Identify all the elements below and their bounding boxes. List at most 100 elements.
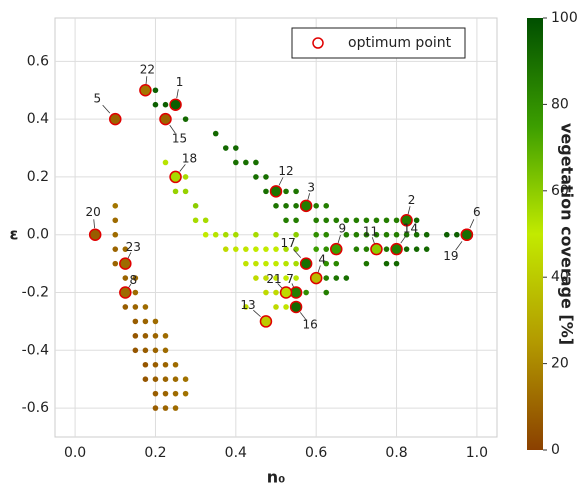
data-point bbox=[423, 246, 430, 252]
data-point bbox=[323, 246, 330, 252]
point-label: 23 bbox=[126, 240, 141, 254]
optimum-point bbox=[370, 242, 383, 256]
x-tick-label: 1.0 bbox=[466, 445, 488, 461]
data-point bbox=[233, 246, 239, 252]
data-point bbox=[253, 174, 259, 180]
data-point bbox=[263, 188, 269, 195]
data-point bbox=[323, 203, 330, 209]
data-point bbox=[182, 116, 189, 122]
colorbar-tick-label: 0 bbox=[551, 442, 560, 458]
point-label: 13 bbox=[240, 298, 255, 312]
data-point bbox=[152, 87, 159, 94]
data-point bbox=[293, 217, 299, 224]
data-point bbox=[162, 101, 169, 108]
leader-line bbox=[299, 312, 307, 320]
data-point bbox=[383, 231, 390, 238]
data-point bbox=[383, 260, 390, 267]
data-point bbox=[353, 231, 360, 238]
data-point bbox=[333, 217, 340, 224]
data-point bbox=[132, 304, 139, 310]
point-label: 9 bbox=[338, 222, 346, 236]
data-point bbox=[162, 405, 169, 411]
data-point bbox=[403, 231, 410, 238]
data-point bbox=[132, 347, 139, 354]
point-label: 4 bbox=[318, 253, 326, 267]
data-point bbox=[273, 275, 279, 281]
data-point bbox=[172, 405, 179, 411]
data-point bbox=[313, 217, 319, 224]
y-tick-label: -0.6 bbox=[22, 400, 49, 416]
optimum-point bbox=[309, 271, 323, 285]
optimum-point bbox=[259, 315, 273, 328]
data-point bbox=[172, 376, 179, 383]
data-point bbox=[142, 376, 149, 383]
data-point bbox=[353, 217, 360, 224]
data-point bbox=[142, 361, 149, 368]
data-point bbox=[172, 390, 179, 397]
data-point bbox=[202, 217, 209, 224]
data-point bbox=[233, 145, 239, 151]
data-point bbox=[182, 376, 189, 383]
optimum-point bbox=[299, 199, 313, 213]
optimum-point bbox=[390, 242, 403, 256]
data-point bbox=[313, 231, 319, 238]
data-point bbox=[253, 246, 259, 252]
optimum-point bbox=[400, 214, 413, 227]
data-point bbox=[112, 260, 119, 267]
data-point bbox=[443, 231, 450, 238]
data-point bbox=[283, 246, 289, 252]
data-point bbox=[293, 203, 299, 209]
data-point bbox=[162, 347, 169, 354]
data-point bbox=[283, 188, 289, 195]
data-point bbox=[222, 231, 229, 238]
point-label: 18 bbox=[182, 151, 197, 165]
y-tick-label: -0.4 bbox=[22, 342, 49, 358]
legend bbox=[291, 27, 466, 59]
point-label: 11 bbox=[363, 225, 378, 239]
data-point bbox=[313, 203, 319, 209]
leader-line bbox=[293, 249, 302, 258]
data-point bbox=[152, 405, 159, 411]
data-point bbox=[182, 188, 189, 195]
optimum-point bbox=[279, 286, 293, 299]
data-point bbox=[333, 275, 340, 281]
data-point bbox=[393, 217, 400, 224]
data-point bbox=[152, 361, 159, 368]
data-point bbox=[253, 231, 259, 238]
leader-line bbox=[278, 177, 284, 186]
data-point bbox=[162, 361, 169, 368]
data-point bbox=[172, 188, 179, 195]
data-point bbox=[192, 203, 199, 209]
optimum-point bbox=[119, 257, 132, 270]
data-point bbox=[323, 275, 330, 281]
data-point bbox=[283, 304, 289, 310]
optimum-point bbox=[159, 112, 172, 126]
optimum-point bbox=[460, 228, 474, 241]
point-label: 19 bbox=[443, 249, 458, 263]
point-label: 15 bbox=[172, 132, 187, 146]
colorbar-tick-label: 20 bbox=[551, 356, 569, 372]
data-point bbox=[243, 159, 249, 166]
point-label: 6 bbox=[473, 205, 481, 219]
y-tick-label: 0.2 bbox=[27, 169, 49, 185]
data-point bbox=[263, 260, 269, 267]
optimum-point bbox=[289, 300, 303, 314]
data-point bbox=[142, 347, 149, 354]
data-point bbox=[132, 318, 139, 325]
data-point bbox=[162, 376, 169, 383]
data-point bbox=[373, 231, 380, 238]
data-point bbox=[273, 260, 279, 267]
leader-line bbox=[400, 234, 407, 244]
data-point bbox=[413, 246, 420, 252]
data-point bbox=[323, 289, 330, 296]
optimum-point bbox=[330, 242, 343, 256]
leader-line bbox=[179, 164, 186, 172]
data-point bbox=[243, 246, 249, 252]
data-point bbox=[152, 347, 159, 354]
point-label: 7 bbox=[286, 272, 294, 286]
data-point bbox=[112, 246, 119, 252]
point-label: 20 bbox=[86, 205, 101, 219]
point-label: 1 bbox=[176, 75, 184, 89]
data-point bbox=[363, 231, 370, 238]
data-point bbox=[192, 217, 199, 224]
